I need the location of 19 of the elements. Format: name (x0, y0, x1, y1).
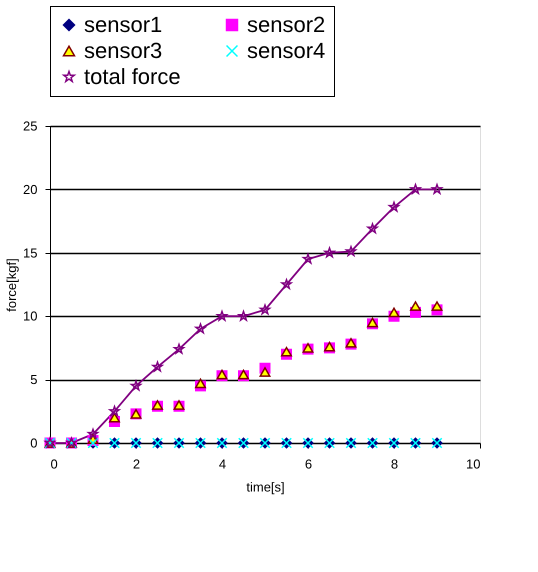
x-tick-label: 0 (50, 456, 58, 472)
legend-label: sensor4 (247, 38, 326, 63)
y-tick-label: 10 (23, 308, 38, 324)
x-tick-label: 10 (466, 456, 480, 472)
legend-label: total force (84, 64, 181, 89)
y-tick-label: 5 (30, 372, 38, 388)
x-tick-label: 4 (218, 456, 226, 472)
legend-label: sensor2 (247, 12, 326, 37)
y-tick-label: 20 (23, 182, 38, 197)
legend-label: sensor3 (84, 38, 162, 63)
y-axis-title: force[kgf] (4, 258, 20, 312)
x-tick-label: 8 (390, 456, 398, 472)
y-tick-label: 15 (23, 245, 38, 260)
x-axis-title: time[s] (246, 480, 285, 494)
x-tick-label: 2 (132, 456, 140, 472)
legend-label: sensor1 (84, 12, 162, 37)
y-tick-label: 0 (30, 436, 38, 450)
y-tick-label: 25 (23, 118, 38, 134)
x-tick-label: 6 (304, 456, 312, 472)
